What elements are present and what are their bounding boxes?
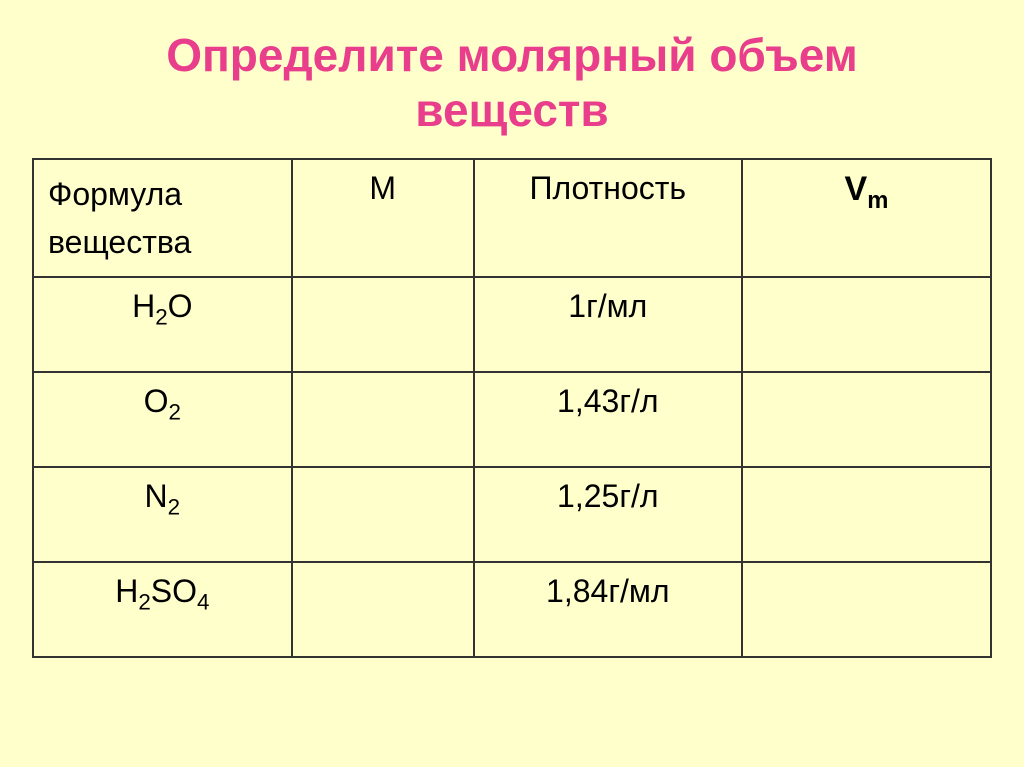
table-header-row: Формула вещества M Плотность Vm <box>33 159 991 277</box>
table-row: N2 1,25г/л <box>33 467 991 562</box>
title-line2: веществ <box>415 84 608 136</box>
header-m-label: M <box>369 170 396 206</box>
cell-formula-2: N2 <box>33 467 292 562</box>
cell-formula-0: H2O <box>33 277 292 372</box>
cell-vm-0 <box>742 277 991 372</box>
cell-m-2 <box>292 467 474 562</box>
cell-m-1 <box>292 372 474 467</box>
header-formula-line2: вещества <box>48 224 191 260</box>
header-vm: Vm <box>742 159 991 277</box>
table-row: H2SO4 1,84г/мл <box>33 562 991 657</box>
cell-m-0 <box>292 277 474 372</box>
cell-formula-3: H2SO4 <box>33 562 292 657</box>
table-row: H2O 1г/мл <box>33 277 991 372</box>
data-table: Формула вещества M Плотность Vm H2O 1г/м… <box>32 158 992 658</box>
cell-vm-3 <box>742 562 991 657</box>
header-density: Плотность <box>474 159 742 277</box>
cell-density-0: 1г/мл <box>474 277 742 372</box>
header-vm-label: Vm <box>845 170 889 208</box>
cell-vm-1 <box>742 372 991 467</box>
cell-density-3: 1,84г/мл <box>474 562 742 657</box>
cell-density-1: 1,43г/л <box>474 372 742 467</box>
cell-m-3 <box>292 562 474 657</box>
header-formula-line1: Формула <box>48 176 182 212</box>
cell-vm-2 <box>742 467 991 562</box>
table-row: O2 1,43г/л <box>33 372 991 467</box>
page-title: Определите молярный объем веществ <box>32 28 992 138</box>
cell-formula-1: O2 <box>33 372 292 467</box>
cell-density-2: 1,25г/л <box>474 467 742 562</box>
header-m: M <box>292 159 474 277</box>
header-formula: Формула вещества <box>33 159 292 277</box>
header-density-label: Плотность <box>530 170 687 206</box>
title-line1: Определите молярный объем <box>166 29 858 81</box>
